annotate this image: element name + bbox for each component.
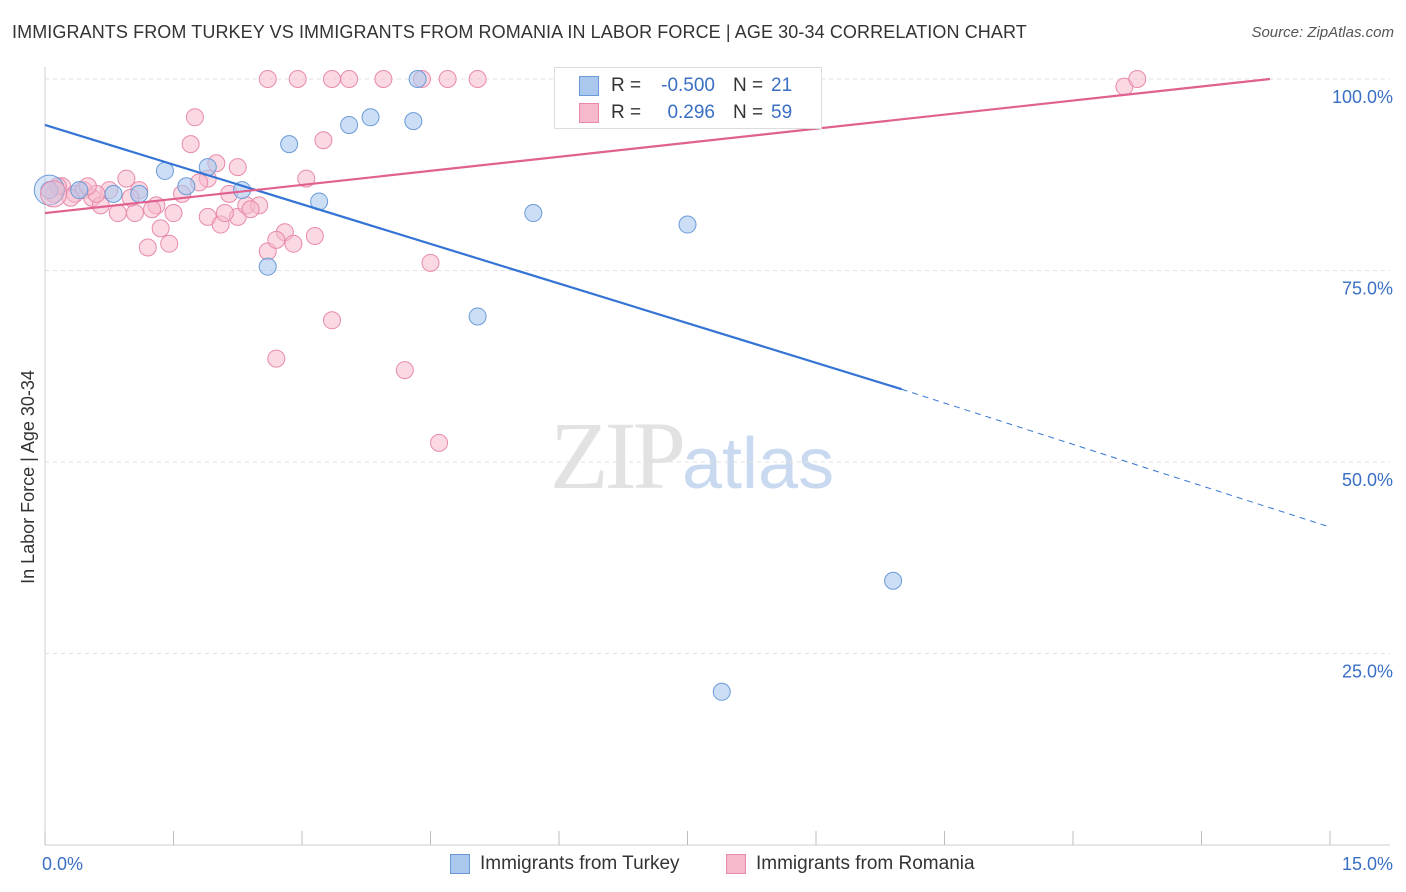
point-romania xyxy=(288,70,307,88)
point-turkey xyxy=(155,161,174,180)
y-tick-label-25: 25.0% xyxy=(1342,662,1393,682)
point-romania xyxy=(374,70,393,88)
point-romania xyxy=(143,200,162,219)
legend-n-value: 59 xyxy=(771,102,793,123)
point-romania xyxy=(322,70,341,88)
point-romania xyxy=(117,169,136,188)
point-romania xyxy=(395,361,414,380)
point-romania xyxy=(1128,70,1147,88)
point-romania xyxy=(322,311,341,330)
legend-r-label: R = xyxy=(611,75,642,96)
point-romania xyxy=(151,219,170,238)
point-romania xyxy=(297,169,316,188)
legend-r-label: R = xyxy=(611,102,642,123)
point-turkey xyxy=(130,184,149,203)
point-romania xyxy=(164,204,183,223)
y-tick-label-75: 75.0% xyxy=(1342,279,1393,299)
source-credit: Source: ZipAtlas.com xyxy=(1251,24,1394,41)
bottom-legend-romania: Immigrants from Romania xyxy=(726,852,975,876)
y-axis-label: In Labor Force | Age 30-34 xyxy=(18,370,38,584)
legend-swatch-turkey xyxy=(579,76,599,96)
point-romania xyxy=(267,349,286,368)
trendline-turkey xyxy=(44,123,902,391)
legend-n-label: N = xyxy=(733,102,764,123)
point-romania xyxy=(305,227,324,246)
point-romania xyxy=(185,108,204,127)
correlation-legend: R = -0.500 N = 21 R = 0.296 N = 59 xyxy=(554,67,822,129)
point-turkey xyxy=(258,257,277,276)
point-romania xyxy=(430,433,449,452)
point-romania xyxy=(241,200,260,219)
point-romania xyxy=(138,238,157,257)
point-turkey xyxy=(468,307,487,326)
bottom-legend-label-turkey: Immigrants from Turkey xyxy=(480,853,680,874)
point-romania xyxy=(421,253,440,272)
legend-n-value: 21 xyxy=(771,75,793,96)
point-romania xyxy=(125,204,144,223)
point-turkey xyxy=(340,115,359,134)
legend-swatch-romania xyxy=(579,103,599,123)
point-turkey xyxy=(408,70,427,88)
point-romania xyxy=(340,70,359,88)
point-turkey xyxy=(884,571,903,590)
point-romania xyxy=(468,70,487,88)
point-romania xyxy=(267,230,286,249)
watermark: ZIPatlas xyxy=(550,400,834,511)
legend-r-value: -0.500 xyxy=(661,75,715,96)
point-turkey xyxy=(177,177,196,196)
watermark-zip: ZIP xyxy=(550,402,686,509)
point-turkey xyxy=(280,135,299,154)
x-tick-label-max: 15.0% xyxy=(1342,854,1393,874)
legend-n-label: N = xyxy=(733,75,764,96)
legend-row-turkey: R = -0.500 N = 21 xyxy=(579,73,792,99)
point-turkey xyxy=(70,181,89,200)
y-tick-label-100: 100.0% xyxy=(1332,87,1393,107)
point-romania-cluster xyxy=(40,180,68,208)
point-romania xyxy=(215,204,234,223)
bottom-legend-turkey: Immigrants from Turkey xyxy=(450,852,680,876)
point-romania xyxy=(258,70,277,88)
point-romania xyxy=(181,135,200,154)
point-romania xyxy=(284,234,303,253)
point-romania xyxy=(438,70,457,88)
legend-row-romania: R = 0.296 N = 59 xyxy=(579,100,792,126)
point-turkey-cluster xyxy=(33,174,65,206)
point-romania xyxy=(160,234,179,253)
point-turkey xyxy=(678,215,697,234)
point-romania xyxy=(228,158,247,177)
trendline-romania xyxy=(44,77,1271,215)
point-turkey xyxy=(404,112,423,131)
legend-r-value: 0.296 xyxy=(667,102,715,123)
point-turkey xyxy=(524,204,543,223)
point-romania xyxy=(108,204,127,223)
point-turkey xyxy=(361,108,380,127)
point-romania xyxy=(314,131,333,150)
x-tick-label-min: 0.0% xyxy=(42,854,83,874)
y-tick-label-50: 50.0% xyxy=(1342,470,1393,490)
point-turkey xyxy=(104,184,123,203)
bottom-swatch-turkey xyxy=(450,854,470,874)
bottom-swatch-romania xyxy=(726,854,746,874)
chart-title: IMMIGRANTS FROM TURKEY VS IMMIGRANTS FRO… xyxy=(12,22,1027,42)
watermark-atlas: atlas xyxy=(682,424,835,504)
trendline-turkey-extension xyxy=(901,388,1331,528)
point-turkey xyxy=(712,682,731,701)
bottom-legend-label-romania: Immigrants from Romania xyxy=(756,853,975,874)
